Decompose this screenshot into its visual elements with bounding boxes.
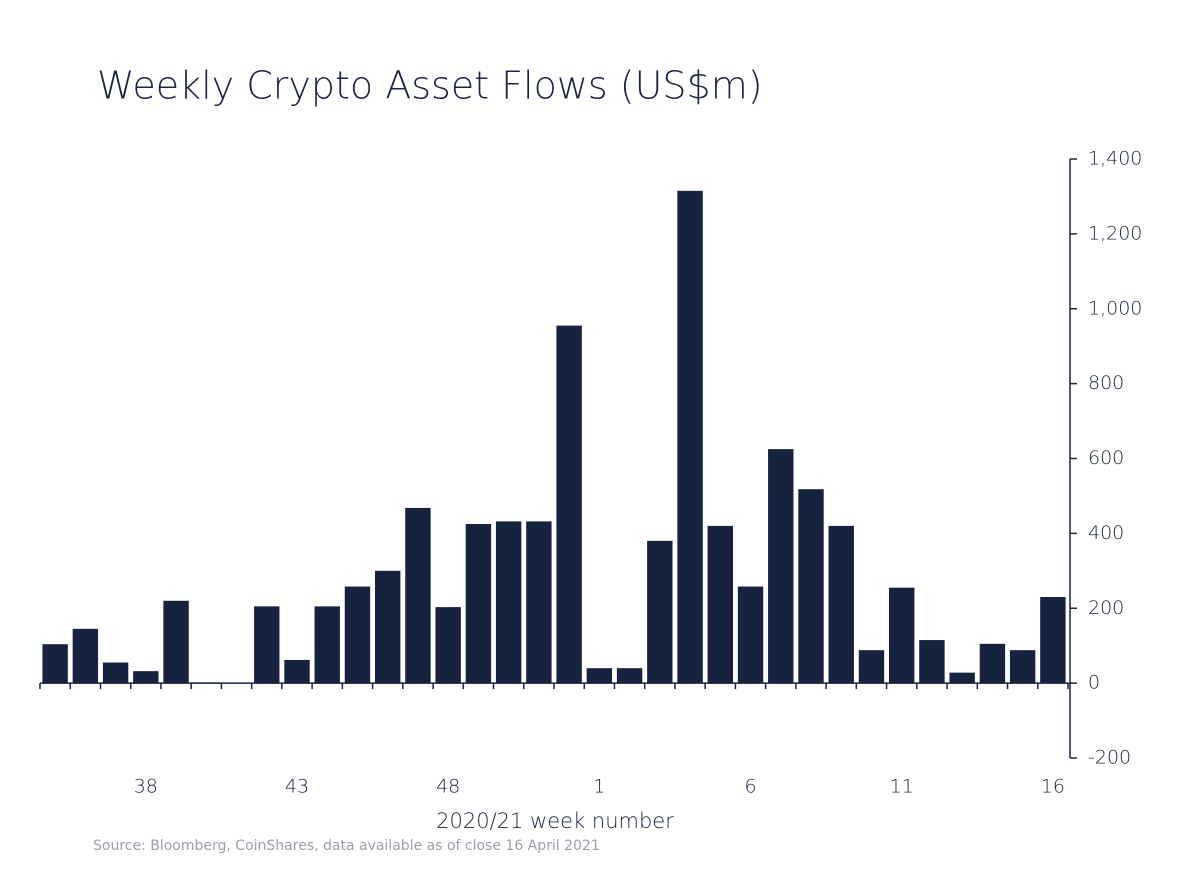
- y-tick-label: 1,000: [1088, 297, 1142, 319]
- bar: [72, 628, 99, 684]
- bar: [889, 587, 915, 684]
- bar: [495, 521, 522, 684]
- bar: [707, 525, 733, 684]
- y-tick-label: 1,200: [1088, 222, 1142, 244]
- x-tick-label: 16: [1041, 776, 1065, 798]
- bar: [254, 606, 280, 684]
- bar: [314, 606, 340, 684]
- y-tick-label: -200: [1088, 747, 1131, 769]
- bar: [979, 643, 1006, 684]
- bar: [102, 662, 129, 684]
- y-tick-label: 1,400: [1088, 148, 1142, 170]
- y-tick-label: 600: [1088, 447, 1124, 469]
- bar: [677, 190, 703, 684]
- bar: [949, 672, 975, 684]
- bar: [465, 524, 492, 684]
- bar: [1009, 650, 1036, 684]
- bar: [375, 570, 401, 684]
- bar: [1040, 597, 1066, 684]
- bar: [42, 644, 68, 684]
- bar: [405, 507, 431, 684]
- x-tick-label: 38: [134, 776, 158, 798]
- chart-title: Weekly Crypto Asset Flows (US$m): [97, 64, 763, 108]
- bar: [798, 489, 824, 684]
- x-tick-label: 1: [593, 776, 605, 798]
- bar: [768, 449, 794, 684]
- y-tick-label: 200: [1088, 597, 1124, 619]
- source-note: Source: Bloomberg, CoinShares, data avai…: [93, 838, 600, 854]
- bar: [556, 325, 582, 684]
- bar: [858, 650, 885, 684]
- x-tick-label: 6: [744, 776, 756, 798]
- bar: [193, 682, 219, 684]
- y-tick-label: 400: [1088, 522, 1124, 544]
- x-tick-label: 11: [890, 776, 914, 798]
- bar: [919, 640, 945, 684]
- x-axis-label: 2020/21 week number: [436, 809, 674, 833]
- bar: [526, 521, 552, 684]
- bar: [737, 586, 764, 684]
- bar: [828, 525, 854, 684]
- bar: [616, 668, 643, 684]
- bar: [435, 607, 461, 684]
- bar: [163, 600, 189, 684]
- bar: [344, 586, 371, 684]
- bar: [586, 668, 613, 684]
- y-tick-label: 0: [1088, 672, 1100, 694]
- y-tick-label: 800: [1088, 372, 1124, 394]
- bar: [284, 659, 310, 684]
- bar: [133, 671, 159, 684]
- x-tick-label: 48: [436, 776, 460, 798]
- bar: [647, 540, 673, 684]
- x-tick-label: 43: [285, 776, 309, 798]
